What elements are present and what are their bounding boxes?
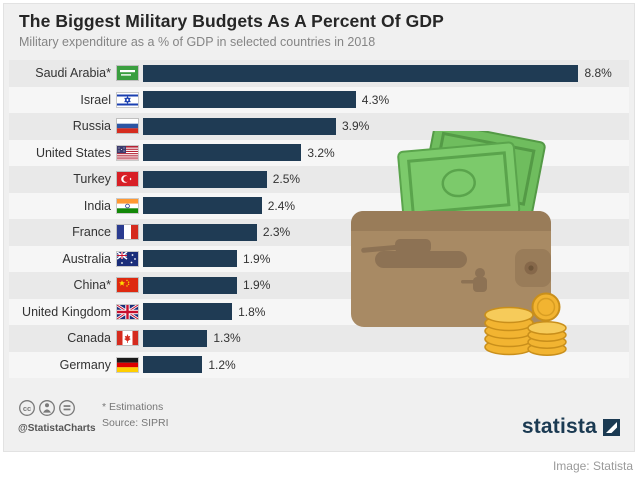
value-bar bbox=[143, 250, 238, 268]
flag-icon-fr bbox=[116, 224, 139, 241]
bar-track: 1.9% bbox=[143, 250, 623, 268]
chart-rows: Saudi Arabia* 8.8% Israel 4.3% Russia 3.… bbox=[9, 60, 629, 378]
value-label: 2.5% bbox=[272, 172, 301, 187]
statista-logo-mark bbox=[603, 418, 620, 436]
chart-subtitle: Military expenditure as a % of GDP in se… bbox=[19, 35, 376, 49]
flag-icon-ru bbox=[116, 118, 139, 135]
source-note: Source: SIPRI bbox=[102, 416, 169, 429]
svg-text:cc: cc bbox=[23, 404, 31, 413]
country-label: United States bbox=[35, 145, 111, 160]
chart-row: United Kingdom 1.8% bbox=[9, 298, 629, 325]
chart-row: Saudi Arabia* 8.8% bbox=[9, 60, 629, 87]
value-bar bbox=[143, 197, 262, 215]
flag-icon-in bbox=[116, 197, 139, 214]
chart-row: India 2.4% bbox=[9, 192, 629, 219]
flag-icon-us bbox=[116, 144, 139, 161]
country-label: Israel bbox=[80, 92, 111, 107]
country-label: Turkey bbox=[73, 172, 111, 187]
chart-row: Germany 1.2% bbox=[9, 351, 629, 378]
value-label: 3.9% bbox=[341, 119, 370, 134]
value-label: 1.8% bbox=[238, 304, 266, 319]
chart-card: The Biggest Military Budgets As A Percen… bbox=[3, 3, 635, 452]
chart-row: Israel 4.3% bbox=[9, 86, 629, 113]
flag-icon-tr bbox=[116, 171, 139, 188]
value-bar bbox=[143, 276, 238, 294]
value-label: 1.9% bbox=[243, 278, 271, 293]
bar-track: 1.8% bbox=[143, 303, 623, 321]
statista-charts-handle[interactable]: @StatistaCharts bbox=[18, 423, 96, 434]
cc-icon: cc bbox=[19, 400, 35, 416]
chart-footer: cc @StatistaCharts * Estimatio bbox=[18, 397, 620, 443]
value-bar bbox=[143, 64, 579, 82]
value-label: 8.8% bbox=[584, 66, 612, 81]
bar-track: 1.9% bbox=[143, 276, 623, 294]
value-label: 1.2% bbox=[208, 357, 236, 372]
chart-row: France 2.3% bbox=[9, 219, 629, 246]
flag-icon-sa bbox=[116, 65, 139, 82]
flag-icon-il bbox=[116, 91, 139, 108]
country-label: Saudi Arabia* bbox=[35, 66, 111, 81]
license-icons[interactable]: cc bbox=[18, 399, 76, 422]
bar-track: 8.8% bbox=[143, 64, 623, 82]
chart-row: Russia 3.9% bbox=[9, 113, 629, 140]
attribution-icon bbox=[39, 400, 55, 416]
flag-icon-ca bbox=[116, 330, 139, 347]
value-label: 1.3% bbox=[213, 331, 241, 346]
country-label: Canada bbox=[67, 331, 111, 346]
bar-track: 4.3% bbox=[143, 91, 623, 109]
bar-track: 2.4% bbox=[143, 197, 623, 215]
statista-logo[interactable]: statista bbox=[522, 415, 620, 439]
flag-icon-gb bbox=[116, 303, 139, 320]
value-label: 4.3% bbox=[361, 92, 390, 107]
bar-track: 2.3% bbox=[143, 223, 623, 241]
value-bar bbox=[143, 170, 267, 188]
value-bar bbox=[143, 117, 336, 135]
country-label: China* bbox=[73, 278, 111, 293]
country-label: Russia bbox=[72, 119, 111, 134]
chart-row: Canada 1.3% bbox=[9, 325, 629, 352]
value-label: 3.2% bbox=[307, 145, 335, 160]
chart-row: Turkey 2.5% bbox=[9, 166, 629, 193]
value-label: 2.4% bbox=[267, 198, 296, 213]
chart-title: The Biggest Military Budgets As A Percen… bbox=[19, 11, 444, 31]
flag-icon-cn bbox=[116, 277, 139, 294]
value-bar bbox=[143, 329, 208, 347]
country-label: Germany bbox=[59, 357, 111, 372]
bar-track: 1.2% bbox=[143, 356, 623, 374]
value-bar bbox=[143, 91, 356, 109]
country-label: India bbox=[83, 198, 111, 213]
image-credit-caption: Image: Statista bbox=[552, 459, 633, 473]
estimations-note: * Estimations bbox=[102, 401, 164, 413]
value-bar bbox=[143, 356, 203, 374]
value-label: 2.3% bbox=[262, 225, 291, 240]
country-label: United Kingdom bbox=[22, 304, 111, 319]
bar-track: 3.2% bbox=[143, 144, 623, 162]
value-bar bbox=[143, 223, 257, 241]
statista-logo-text: statista bbox=[521, 415, 597, 438]
footnotes: * Estimations Source: SIPRI bbox=[102, 400, 169, 432]
flag-icon-de bbox=[116, 356, 139, 373]
country-label: Australia bbox=[62, 251, 111, 266]
country-label: France bbox=[72, 225, 111, 240]
bar-track: 1.3% bbox=[143, 329, 623, 347]
flag-icon-au bbox=[116, 250, 139, 267]
value-bar bbox=[143, 303, 233, 321]
no-derivatives-icon bbox=[59, 400, 75, 416]
bar-track: 3.9% bbox=[143, 117, 623, 135]
chart-row: Australia 1.9% bbox=[9, 245, 629, 272]
chart-row: United States 3.2% bbox=[9, 139, 629, 166]
value-bar bbox=[143, 144, 302, 162]
bar-track: 2.5% bbox=[143, 170, 623, 188]
chart-row: China* 1.9% bbox=[9, 272, 629, 299]
value-label: 1.9% bbox=[243, 251, 271, 266]
